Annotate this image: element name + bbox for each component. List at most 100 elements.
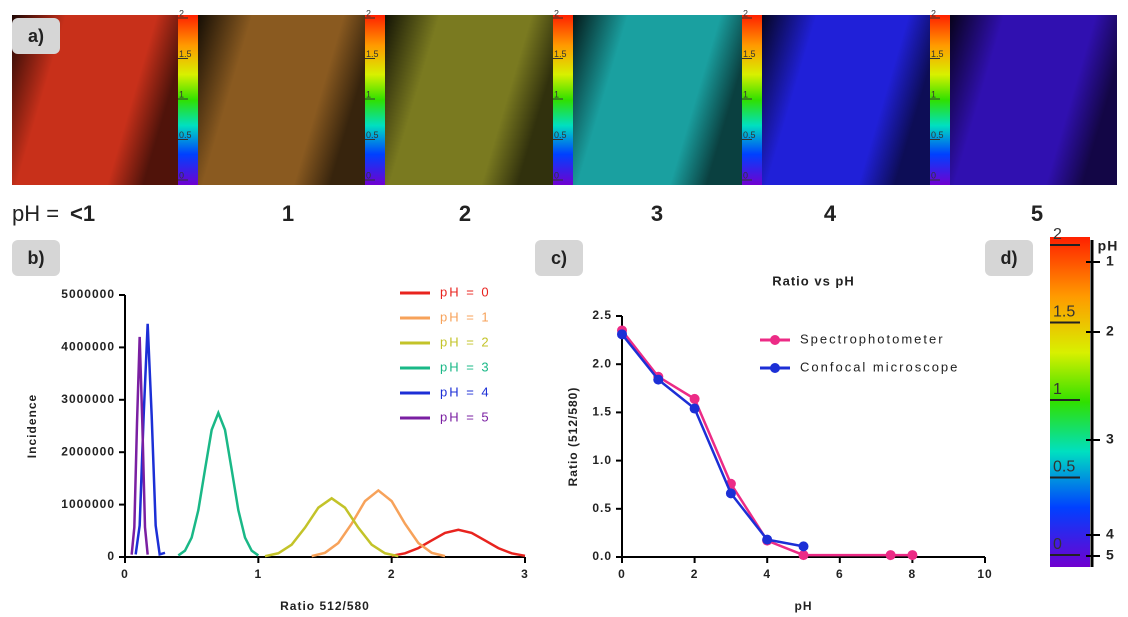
legend-label: pH = 5: [440, 409, 491, 424]
y-axis-label: Ratio (512/580): [566, 387, 580, 487]
x-tick-label: 2: [388, 567, 396, 581]
ph-label: 4: [824, 201, 837, 226]
ph-tick-label: 1: [1106, 253, 1115, 269]
series-line: [621, 329, 913, 557]
x-tick-label: 6: [836, 567, 844, 581]
ph-label: <1: [70, 201, 95, 226]
ph-label: 5: [1031, 201, 1043, 226]
colorbar-tick-label: 0.5: [179, 130, 192, 140]
colorbar-large: [1050, 237, 1090, 567]
colorbar-tick-label: 0: [366, 170, 371, 180]
point: [689, 393, 700, 404]
colorbar-tick-label: 0.5: [366, 130, 379, 140]
y-tick-label: 1000000: [61, 497, 115, 511]
colorbar-tick-label: 1: [1053, 381, 1062, 398]
colorbar-tick-label: 0: [554, 170, 559, 180]
panel-label: d): [1001, 248, 1018, 268]
colorbar-tick-label: 1.5: [179, 49, 192, 59]
x-tick-label: 10: [977, 567, 992, 581]
colorbar-tick-label: 1.5: [366, 49, 379, 59]
series-line: [621, 333, 804, 548]
colorbar-tick-label: 0.5: [554, 130, 567, 140]
colorbar: [553, 15, 573, 185]
y-tick-label: 2000000: [61, 444, 115, 458]
series-line: [130, 336, 149, 555]
x-tick-label: 0: [121, 567, 129, 581]
y-tick-label: 0: [107, 549, 115, 563]
colorbar-tick-label: 2: [554, 8, 559, 18]
colorbar-tick-label: 2: [743, 8, 748, 18]
y-tick-label: 2.5: [592, 308, 612, 322]
chart-title: Ratio vs pH: [772, 273, 855, 288]
y-tick-label: 5000000: [61, 287, 115, 301]
colorbar-tick-label: 1.5: [743, 49, 756, 59]
point: [798, 550, 809, 561]
colorbar-tick-label: 1: [554, 89, 559, 99]
ph-tick-label: 5: [1106, 547, 1115, 563]
series-line: [391, 528, 526, 558]
x-tick-label: 2: [691, 567, 699, 581]
series-line: [264, 496, 399, 558]
ph-tick-label: 4: [1106, 526, 1115, 542]
x-tick-label: 8: [909, 567, 917, 581]
series-line: [177, 409, 260, 557]
colorbar-tick-label: 1.5: [931, 49, 944, 59]
colorbar-tick-label: 2: [1053, 226, 1062, 243]
legend-marker: [770, 363, 780, 373]
series-line: [134, 323, 166, 557]
series-line: [311, 488, 446, 558]
micrograph-shade: [573, 15, 742, 185]
ph-label: 1: [282, 201, 294, 226]
colorbar-tick-label: 1.5: [1053, 304, 1075, 321]
ph-prefix: pH =: [12, 201, 65, 226]
legend-label: Spectrophotometer: [800, 331, 945, 346]
legend-marker: [770, 335, 780, 345]
micrograph-shade: [762, 15, 930, 185]
colorbar-tick-label: 1: [743, 89, 748, 99]
colorbar-tick-label: 2: [931, 8, 936, 18]
micrograph-shade: [198, 15, 365, 185]
point: [798, 541, 809, 552]
ph-label: 3: [651, 201, 663, 226]
x-tick-label: 3: [521, 567, 529, 581]
x-tick-label: 4: [763, 567, 771, 581]
colorbar-tick-label: 1: [179, 89, 184, 99]
colorbar-tick-label: 0: [1053, 536, 1062, 553]
colorbar-tick-label: 0.5: [931, 130, 944, 140]
colorbar-tick-label: 0: [179, 170, 184, 180]
colorbar: [930, 15, 950, 185]
micrograph-shade: [950, 15, 1117, 185]
micrograph-shade: [385, 15, 553, 185]
point: [653, 374, 664, 385]
panel-label-box: [985, 240, 1033, 276]
y-tick-label: 0.5: [592, 501, 612, 515]
axes: [621, 316, 985, 558]
colorbar: [742, 15, 762, 185]
legend-label: pH = 2: [440, 334, 491, 349]
ph-axis-title: pH: [1098, 238, 1119, 254]
y-tick-label: 3000000: [61, 392, 115, 406]
point: [689, 403, 700, 414]
colorbar-tick-label: 1.5: [554, 49, 567, 59]
point: [907, 550, 918, 561]
legend-label: pH = 1: [440, 309, 491, 324]
y-tick-label: 1.5: [592, 405, 612, 419]
colorbar-tick-label: 1: [931, 89, 936, 99]
colorbar-tick-label: 0.5: [1053, 459, 1075, 476]
ph-label: 2: [459, 201, 471, 226]
legend-label: pH = 3: [440, 359, 491, 374]
x-axis-label: pH: [795, 599, 813, 613]
colorbar: [365, 15, 385, 185]
point: [617, 329, 627, 340]
panel-label: c): [551, 248, 567, 268]
y-tick-label: 0.0: [592, 549, 612, 563]
legend-label: pH = 4: [440, 384, 491, 399]
y-tick-label: 2.0: [592, 356, 612, 370]
ph-tick-label: 3: [1106, 431, 1115, 447]
colorbar-tick-label: 2: [366, 8, 371, 18]
panel-label-box: [12, 240, 60, 276]
y-tick-label: 4000000: [61, 340, 115, 354]
y-axis-label: Incidence: [25, 394, 39, 458]
legend-label: Confocal microscope: [800, 359, 959, 374]
